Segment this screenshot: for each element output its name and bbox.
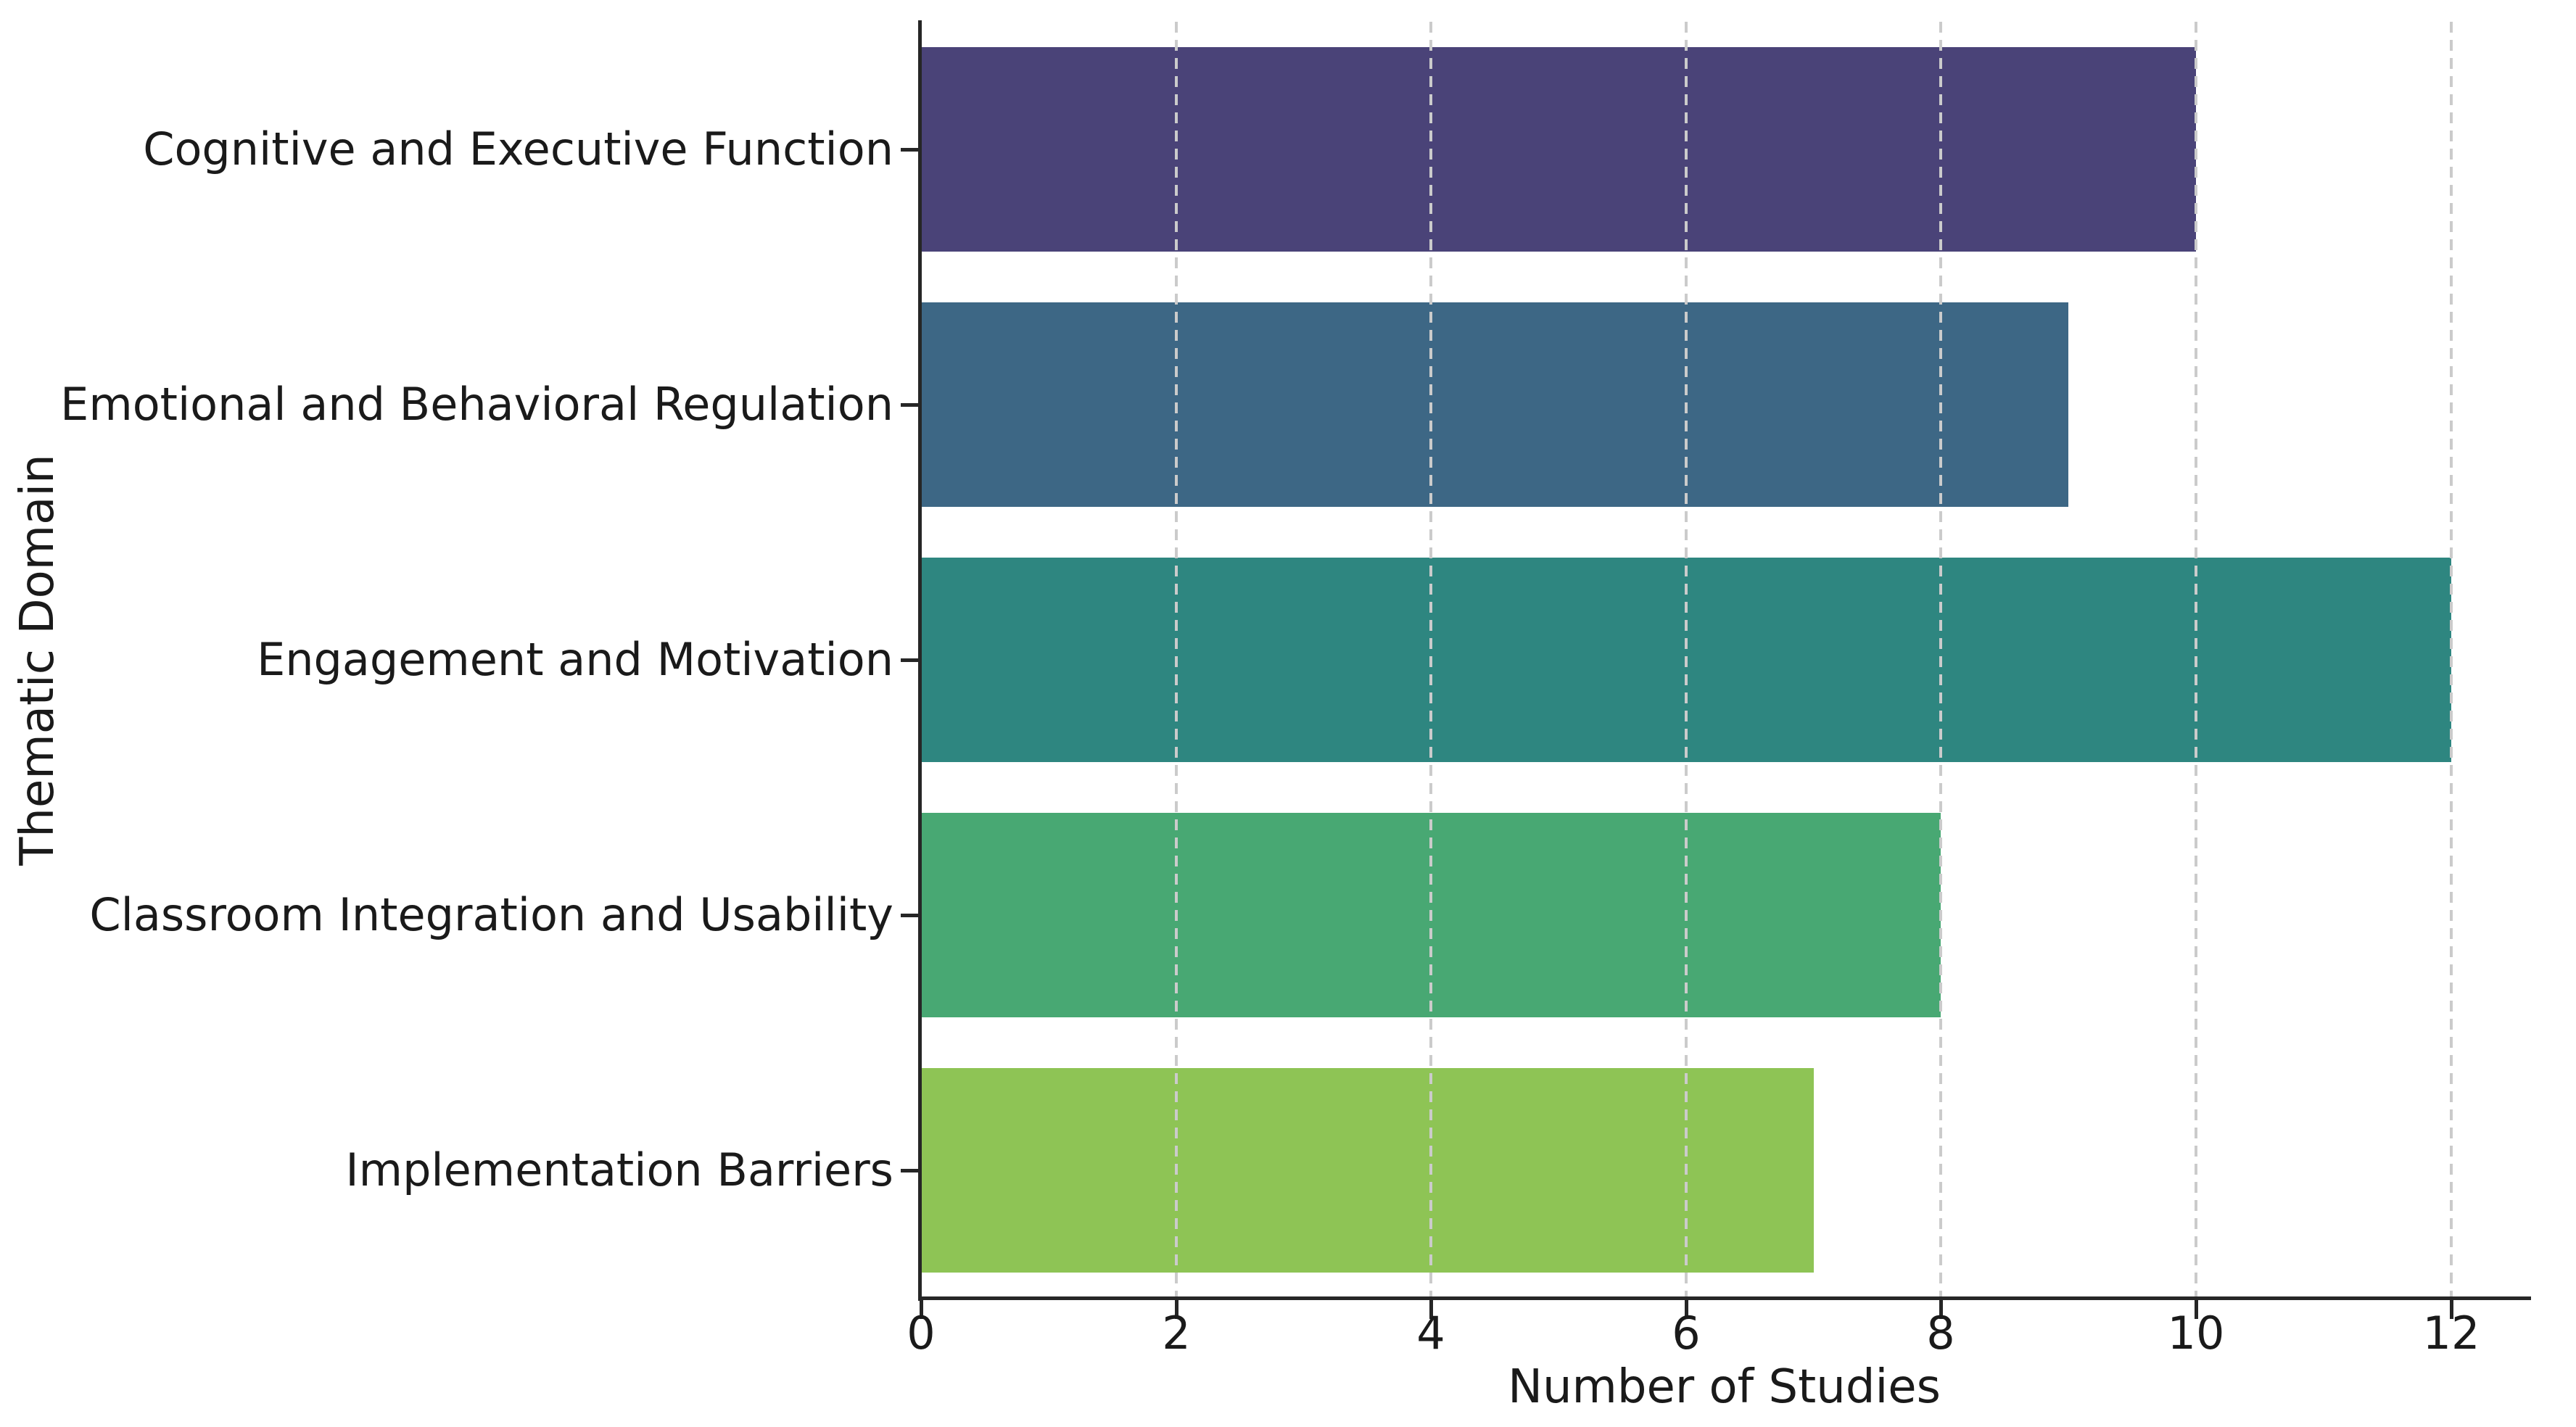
x-axis-title: Number of Studies (1508, 1360, 1941, 1414)
plot-area (921, 22, 2527, 1298)
y-tick-label-1: Emotional and Behavioral Regulation (60, 378, 893, 431)
x-tick-label-0: 0 (907, 1307, 936, 1360)
y-tick-mark-1 (901, 403, 920, 407)
x-tick-label-2: 2 (1162, 1307, 1191, 1360)
y-tick-mark-2 (901, 658, 920, 662)
gridline-x-10 (2195, 22, 2197, 1298)
x-tick-mark-0 (920, 1300, 923, 1319)
x-tick-label-10: 10 (2167, 1307, 2225, 1360)
gridline-x-2 (1175, 22, 1178, 1298)
x-tick-mark-2 (1175, 1300, 1178, 1319)
y-axis-spine (918, 20, 922, 1301)
y-tick-mark-3 (901, 914, 920, 917)
y-tick-label-2: Engagement and Motivation (257, 633, 893, 686)
x-tick-mark-12 (2450, 1300, 2453, 1319)
x-tick-mark-10 (2195, 1300, 2198, 1319)
y-tick-mark-4 (901, 1169, 920, 1172)
y-tick-label-3: Classroom Integration and Usability (89, 888, 893, 941)
y-tick-mark-0 (901, 148, 920, 152)
gridline-x-4 (1429, 22, 1432, 1298)
x-tick-label-8: 8 (1926, 1307, 1955, 1360)
y-tick-label-0: Cognitive and Executive Function (143, 123, 893, 175)
x-tick-label-6: 6 (1672, 1307, 1701, 1360)
gridline-x-6 (1685, 22, 1688, 1298)
x-axis-spine (918, 1296, 2531, 1300)
bar-0 (921, 47, 2196, 252)
x-tick-label-4: 4 (1416, 1307, 1445, 1360)
x-tick-mark-4 (1429, 1300, 1433, 1319)
x-tick-label-12: 12 (2422, 1307, 2480, 1360)
bar-4 (921, 1068, 1814, 1273)
x-tick-mark-6 (1685, 1300, 1688, 1319)
bar-1 (921, 302, 2068, 507)
gridline-x-12 (2450, 22, 2453, 1298)
gridline-x-8 (1939, 22, 1942, 1298)
x-tick-mark-8 (1939, 1300, 1943, 1319)
y-tick-label-4: Implementation Barriers (345, 1143, 893, 1196)
